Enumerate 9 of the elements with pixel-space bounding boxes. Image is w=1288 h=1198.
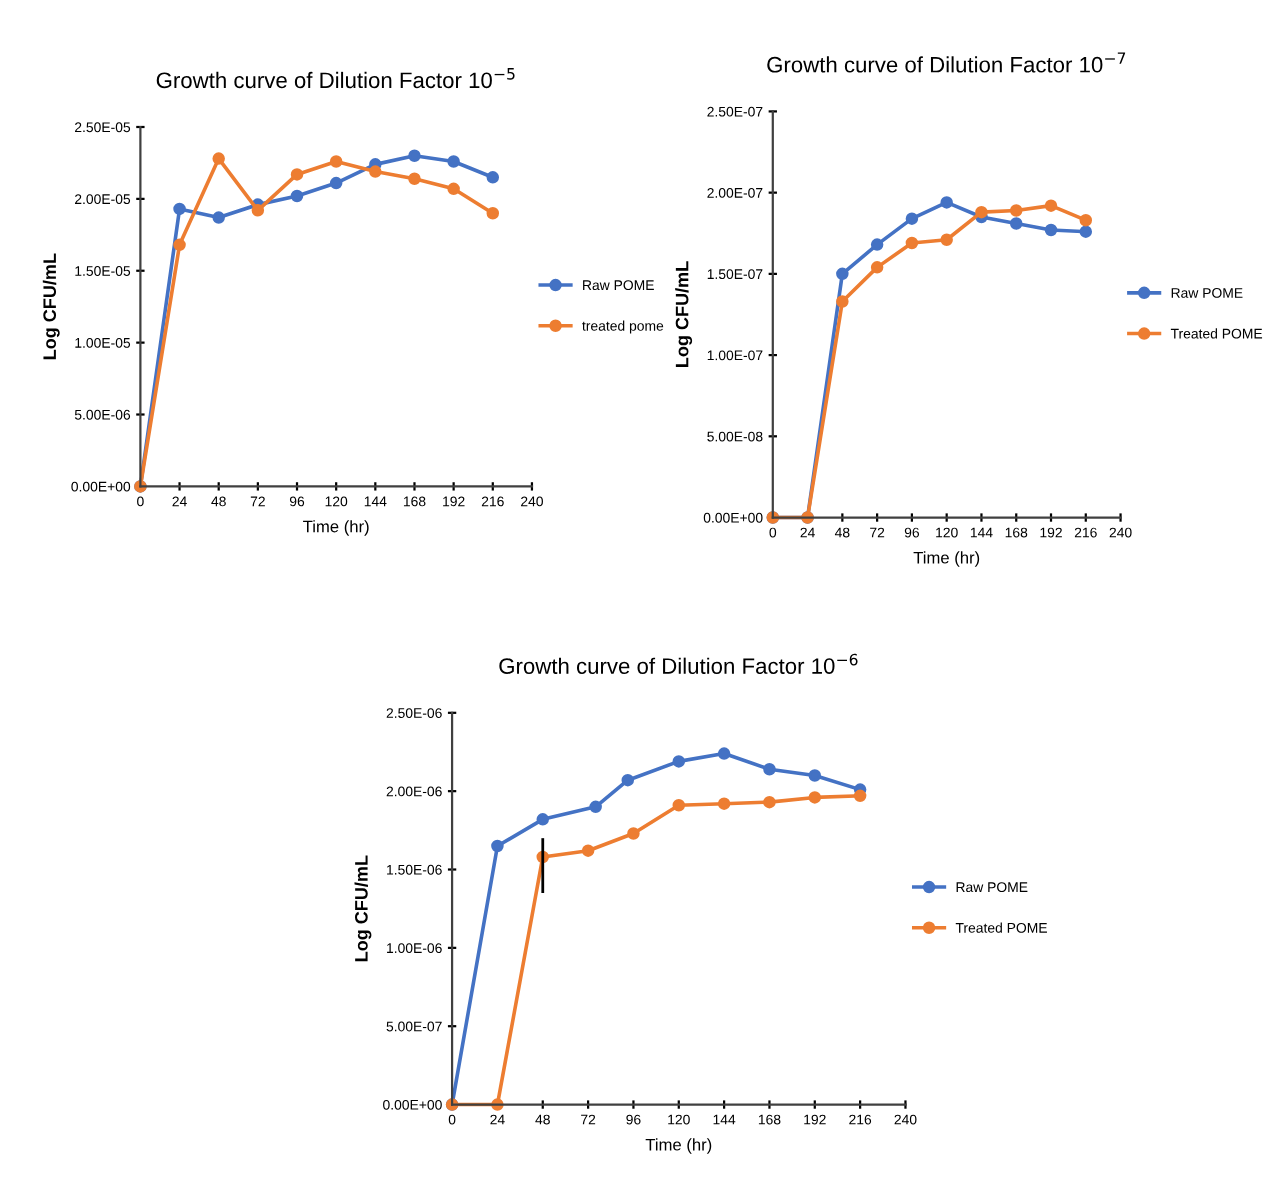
x-axis-title: Time (hr) [303, 520, 369, 536]
chart-title: Growth curve of Dilution Factor 10$^{−7}$ [767, 52, 1126, 73]
y-axis-title: Log CFU/mL [675, 261, 693, 367]
chart-title: Growth curve of Dilution Factor 10$^{−5}$ [156, 68, 515, 89]
x-axis-title: Time (hr) [913, 551, 980, 567]
x-axis-title: Time (hr) [645, 1138, 712, 1154]
chart-title: Growth curve of Dilution Factor 10$^{−6}$ [499, 653, 858, 674]
y-axis-title: Log CFU/mL [354, 855, 372, 962]
y-axis-title: Log CFU/mL [42, 253, 60, 360]
